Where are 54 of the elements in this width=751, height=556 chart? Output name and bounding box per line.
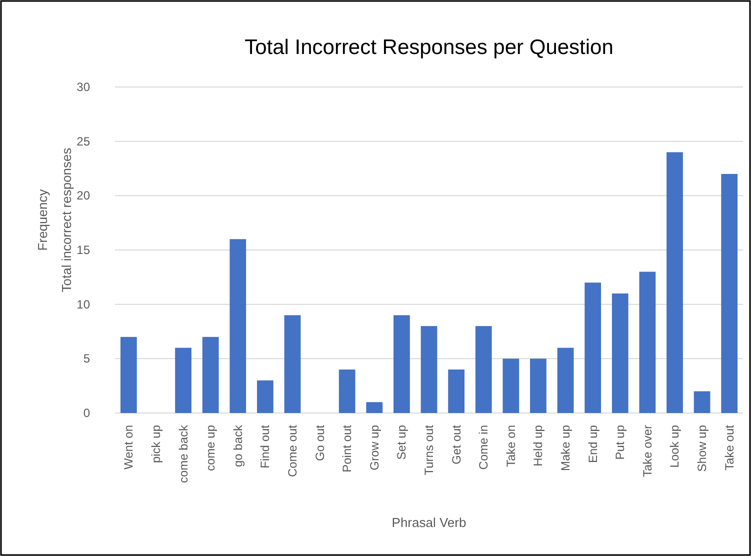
bar	[256, 380, 274, 413]
bar	[120, 336, 137, 413]
bar	[394, 315, 410, 413]
bar	[721, 174, 738, 413]
x-tick-label: Set up	[394, 424, 409, 460]
x-tick-label: Show up	[695, 424, 710, 472]
y-tick-label: 25	[76, 134, 90, 148]
x-tick-label: Come in	[476, 425, 491, 470]
bar	[338, 370, 356, 413]
x-tick-label: go back	[230, 424, 245, 468]
x-axis-title: Phrasal Verb	[392, 515, 466, 530]
bar	[502, 358, 520, 413]
x-tick-label: Go out	[312, 424, 327, 462]
x-tick-label: Find out	[258, 424, 272, 468]
bar	[420, 326, 438, 413]
x-tick-label: Get out	[449, 424, 464, 464]
x-tick-label: Make up	[558, 424, 573, 472]
x-tick-label: Held up	[531, 424, 546, 466]
y-tick-label: 30	[76, 80, 90, 94]
bar	[557, 348, 574, 413]
bar	[366, 402, 383, 413]
bar	[202, 336, 219, 413]
y-axis-title: Frequency Total incorrect responses	[35, 147, 74, 292]
bar	[448, 370, 464, 413]
y-tick-label: 10	[76, 297, 90, 312]
x-tick-label: Take out	[722, 424, 736, 470]
bar	[666, 152, 683, 413]
x-tick-label: Went on	[122, 425, 136, 470]
x-tick-label: Turns out	[422, 424, 436, 476]
x-tick-label: come back	[176, 424, 190, 484]
bar	[584, 282, 602, 413]
x-tick-label: Put up	[613, 424, 628, 460]
x-tick-label: Come out	[285, 424, 300, 478]
x-tick-label: Take over	[640, 425, 654, 478]
bar	[612, 293, 628, 413]
bar	[230, 239, 246, 413]
x-tick-label: Point out	[340, 424, 354, 472]
y-tick-label: 5	[83, 352, 90, 366]
bar	[530, 358, 546, 413]
x-tick-label: come up	[204, 424, 218, 472]
x-tick-label: pick up	[148, 424, 163, 464]
y-tick-label: 0	[83, 406, 90, 420]
y-tick-label: 15	[76, 243, 90, 257]
chart-title: Total Incorrect Responses per Question	[244, 36, 614, 59]
bar	[175, 348, 192, 413]
bar	[475, 326, 492, 413]
x-tick-label: End up	[586, 424, 600, 464]
bar	[694, 391, 710, 413]
x-tick-label: Look up	[668, 424, 682, 468]
y-tick-label: 20	[76, 188, 90, 203]
bar	[639, 272, 656, 413]
x-tick-label: Take on	[504, 425, 518, 468]
bar	[284, 315, 301, 413]
x-tick-label: Grow up	[367, 424, 382, 470]
